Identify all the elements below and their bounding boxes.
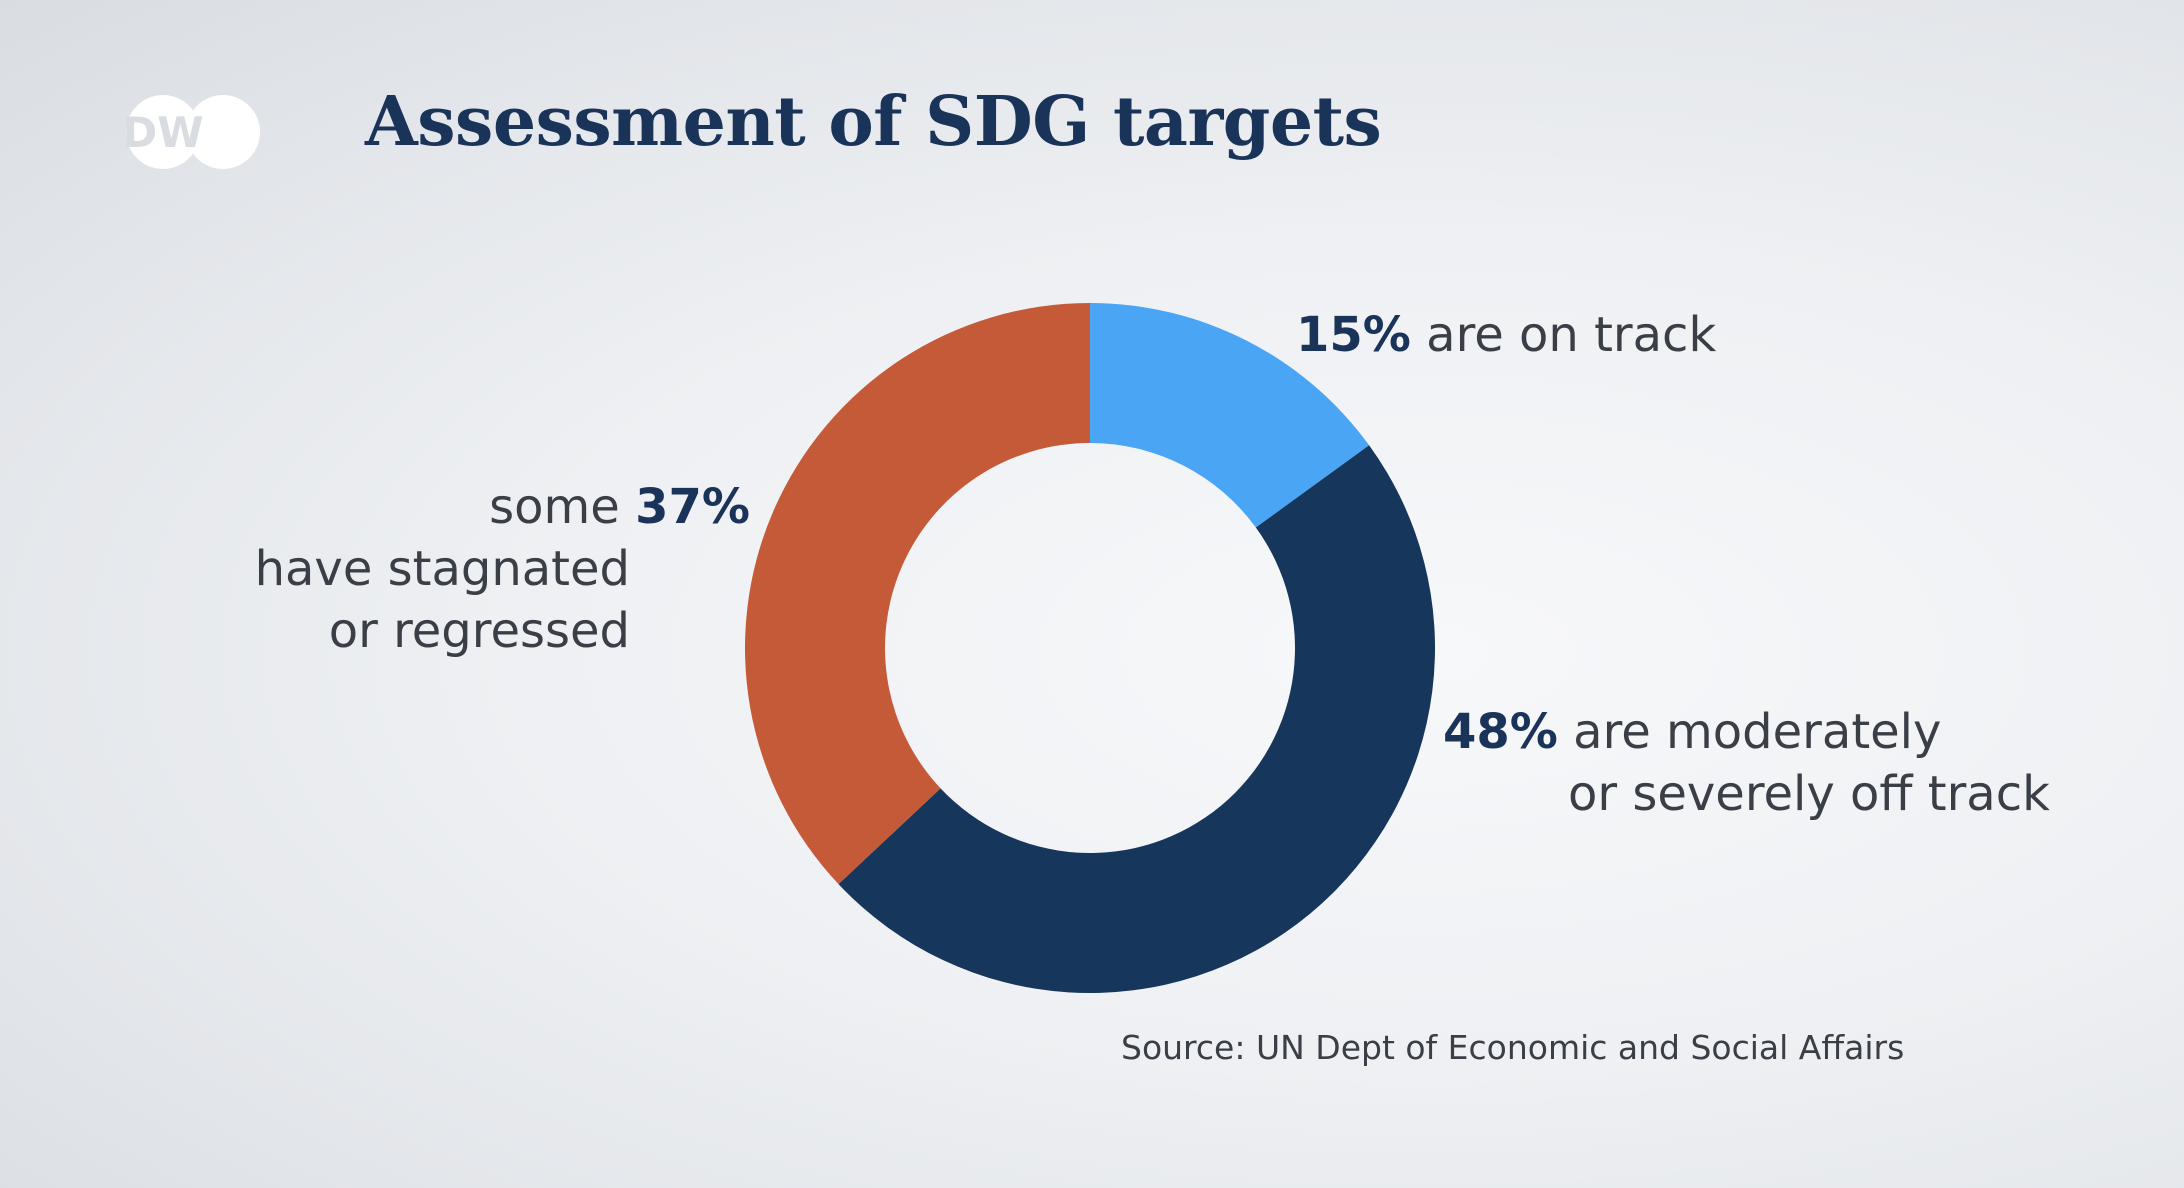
slice-label-text: are moderately: [1573, 704, 1942, 760]
slice-off-track: [838, 445, 1436, 994]
slice-stagnated: [745, 303, 1090, 885]
slice-label-off-track: 48% are moderately or severely off track: [1443, 701, 2050, 825]
slice-label-pct: 15%: [1296, 307, 1411, 363]
slice-label-text: are on track: [1426, 307, 1717, 363]
svg-text:DW: DW: [123, 108, 204, 157]
slice-label-text-line2: or severely off track: [1568, 766, 2050, 822]
slice-label-text-line2: or regressed: [328, 603, 630, 659]
slice-on-track: [1090, 303, 1370, 528]
slice-label-stagnated: some 37% have stagnated or regressed: [255, 476, 750, 662]
slice-label-text-line1: have stagnated: [254, 541, 630, 597]
slice-label-on-track: 15% are on track: [1296, 304, 1716, 366]
chart-title: Assessment of SDG targets: [365, 82, 1382, 162]
slice-label-pct: 48%: [1443, 704, 1558, 760]
dw-logo: DW: [123, 95, 260, 169]
slice-label-pct: 37%: [635, 479, 750, 535]
source-note: Source: UN Dept of Economic and Social A…: [1121, 1028, 1905, 1067]
slice-label-prefix: some: [489, 479, 620, 535]
